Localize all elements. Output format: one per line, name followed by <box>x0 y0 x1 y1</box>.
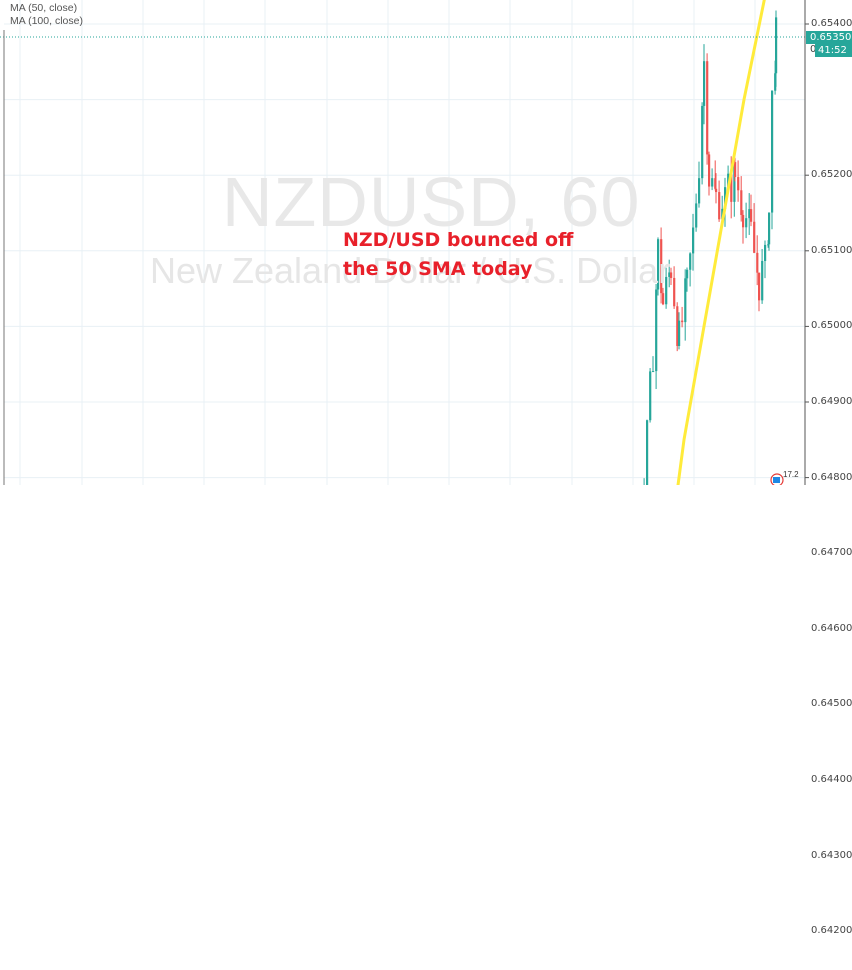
price-axis-ticks <box>805 23 809 479</box>
watermark-description: New Zealand Dollar / U.S. Dollar <box>150 250 671 291</box>
price-axis-label: 0.64300 <box>811 849 852 861</box>
annotation-line-1: NZD/USD bounced off <box>343 229 574 251</box>
moving-averages <box>676 0 766 485</box>
candlesticks <box>643 10 778 485</box>
chart-grid <box>4 0 805 485</box>
chart-annotation: NZD/USD bounced off the 50 SMA today <box>343 226 573 284</box>
legend-ma50[interactable]: MA (50, close) <box>10 2 78 14</box>
price-axis-label: 0.64900 <box>811 396 852 407</box>
tradingview-logo-icon[interactable] <box>770 471 784 485</box>
current-price-tag: 0.65350 <box>806 31 852 44</box>
annotation-line-2: the 50 SMA today <box>343 258 533 280</box>
price-axis-label: 0.64500 <box>811 698 852 710</box>
price-axis-label: 0.65400 <box>811 18 852 29</box>
price-axis-label: 0.65200 <box>811 169 852 181</box>
ma-line-1 <box>676 0 766 485</box>
price-axis-label: 0.64800 <box>811 471 852 483</box>
price-axis-label: 0.64600 <box>811 622 852 634</box>
watermark-symbol: NZDUSD, 60 <box>222 163 641 241</box>
indicator-legend: MA (50, close) MA (100, close) <box>10 2 83 28</box>
price-chart[interactable] <box>0 0 852 485</box>
legend-ma100[interactable]: MA (100, close) <box>10 15 83 27</box>
price-axis-label: 0.64700 <box>811 547 852 559</box>
price-axis-label: 0.65000 <box>811 320 852 332</box>
price-axis-label: 0.64400 <box>811 774 852 785</box>
price-axis-label: 0.65100 <box>811 244 852 256</box>
footer-badge: 17.2 <box>783 470 799 479</box>
price-axis-label: 0.64200 <box>811 925 852 937</box>
hidden-axis-label: 0. <box>810 44 820 55</box>
bar-countdown-tag: 41:52 <box>815 44 852 57</box>
